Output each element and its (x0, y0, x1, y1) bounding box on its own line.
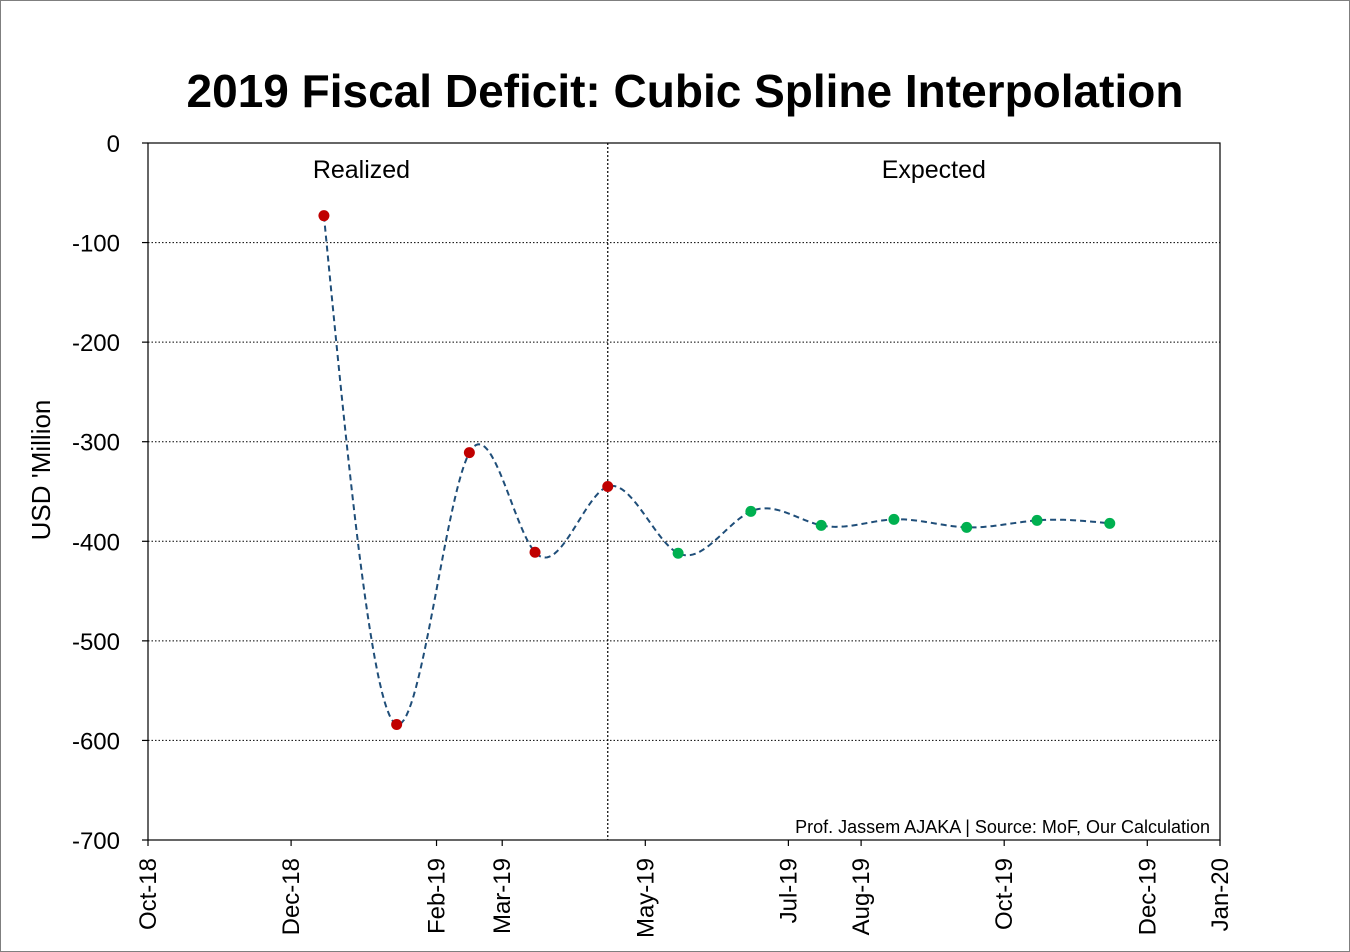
x-tick-label: Feb-19 (424, 858, 451, 934)
y-tick-label: -600 (72, 728, 120, 755)
x-tick-label: Dec-19 (1134, 858, 1161, 935)
x-tick-label: Aug-19 (848, 858, 875, 935)
data-point-realized (391, 718, 403, 730)
x-tick-label: Dec-18 (278, 858, 305, 935)
y-tick-label: -400 (72, 529, 120, 556)
region-label-realized: Realized (313, 156, 410, 184)
data-point-realized (602, 481, 614, 493)
y-axis: 0 -100 -200 -300 -400 -500 -600 -700 (72, 131, 148, 855)
y-tick-label: -700 (72, 828, 120, 855)
spline-curve (322, 215, 1110, 726)
x-tick-label: Oct-18 (135, 858, 162, 930)
gridlines (148, 242, 1220, 741)
data-point-expected (888, 513, 900, 525)
y-axis-label: USD 'Million (26, 400, 56, 541)
y-tick-label: -500 (72, 629, 120, 656)
plot-area (147, 142, 1221, 841)
region-labels: Realized Expected (313, 143, 986, 840)
data-point-expected (1031, 514, 1043, 526)
x-tick-label: Oct-19 (991, 858, 1018, 930)
data-point-expected (745, 505, 757, 517)
data-point-expected (672, 547, 684, 559)
x-tick-label: Jan-20 (1207, 858, 1234, 931)
y-tick-label: 0 (107, 131, 120, 158)
chart-title: 2019 Fiscal Deficit: Cubic Spline Interp… (187, 65, 1184, 117)
data-point-expected (1104, 517, 1116, 529)
data-point-realized (463, 447, 475, 459)
y-tick-label: -200 (72, 330, 120, 357)
y-tick-label: -300 (72, 430, 120, 457)
x-axis: Oct-18 Dec-18 Feb-19 Mar-19 May-19 Jul-19 Aug-… (135, 840, 1234, 938)
data-point-realized (318, 210, 330, 222)
data-point-expected (961, 521, 973, 533)
data-point-expected (815, 519, 827, 531)
x-tick-label: Mar-19 (489, 858, 516, 934)
region-label-expected: Expected (882, 156, 986, 184)
y-tick-label: -100 (72, 231, 120, 258)
source-annotation: Prof. Jassem AJAKA | Source: MoF, Our Ca… (795, 817, 1210, 837)
series-layer (318, 210, 1116, 730)
x-tick-label: Jul-19 (775, 858, 802, 923)
x-tick-label: May-19 (632, 858, 659, 938)
data-point-realized (529, 546, 541, 558)
